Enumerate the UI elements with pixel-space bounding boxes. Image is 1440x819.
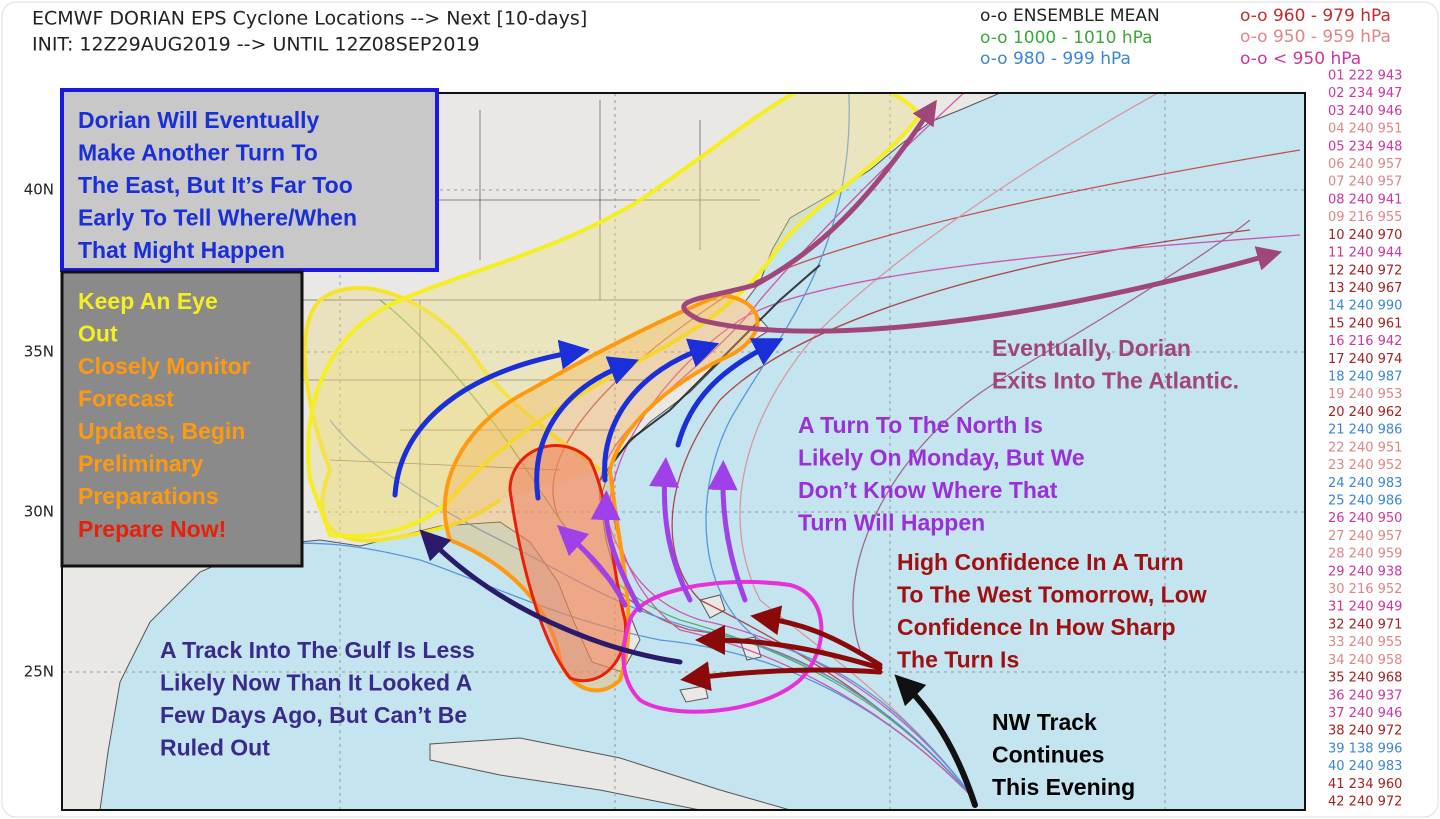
east-turn-box [60,88,439,272]
member-entry: 15 240 961 [1328,316,1402,331]
member-entry: 36 240 937 [1328,688,1402,703]
annotation-line: NW Track [992,709,1097,735]
member-entry: 27 240 957 [1328,529,1402,544]
annotation-line: Dorian Will Eventually [78,107,320,133]
member-entry: 06 240 957 [1328,157,1402,172]
annotation-line: That Might Happen [78,237,285,263]
annotations: Dorian Will Eventually Make Another Turn … [78,107,1239,800]
annotation-line: Closely Monitor [78,353,251,379]
member-entry: 30 216 952 [1328,582,1402,597]
member-entry: 18 240 987 [1328,370,1402,385]
member-entry: 05 234 948 [1328,139,1402,154]
member-entry: 32 240 971 [1328,617,1402,632]
annotation-line: Likely Now Than It Looked A [160,670,472,696]
member-entry: 09 216 955 [1328,210,1402,225]
annotation-line: Make Another Turn To [78,140,318,166]
annotation-line: Confidence In How Sharp [897,614,1176,640]
member-entry: 41 234 960 [1328,777,1402,792]
member-entry: 11 240 944 [1328,246,1402,261]
title: ECMWF DORIAN EPS Cyclone Locations --> N… [32,8,587,30]
latitude-label: 25N [24,663,54,681]
member-entry: 22 240 951 [1328,440,1402,455]
annotation-line: High Confidence In A Turn [897,549,1184,575]
annotation-line: The East, But It’s Far Too [78,172,353,198]
risk-box [60,270,304,568]
annotation-line: Few Days Ago, But Can’t Be [160,702,467,728]
legend-entry: o-o 1000 - 1010 hPa [980,28,1153,48]
legend-entry: o-o 950 - 959 hPa [1240,27,1391,47]
annotation-line: Prepare Now! [78,516,226,542]
member-entry: 42 240 972 [1328,795,1402,810]
annotation-line: Updates, Begin [78,418,245,444]
latitude-label: 40N [24,181,54,199]
member-entry: 03 240 946 [1328,104,1402,119]
latitude-labels: 40N 35N 30N 25N [24,181,54,681]
member-entry: 35 240 968 [1328,671,1402,686]
annotation-line: A Track Into The Gulf Is Less [160,637,475,663]
member-entry: 39 138 996 [1328,741,1402,756]
member-entry: 26 240 950 [1328,511,1402,526]
member-entry: 31 240 949 [1328,600,1402,615]
annotation-line: Preparations [78,483,219,509]
member-list: 01 222 943 02 234 947 03 240 946 04 240 951… [1328,69,1402,810]
member-entry: 21 240 986 [1328,423,1402,438]
annotation-line: A Turn To The North Is [798,412,1043,438]
member-entry: 34 240 958 [1328,653,1402,668]
annotation-line: Out [78,321,118,347]
legend-entry: o-o 980 - 999 hPa [980,49,1131,69]
annotation-line: The Turn Is [897,647,1019,673]
member-entry: 14 240 990 [1328,299,1402,314]
member-entry: 01 222 943 [1328,69,1402,84]
latitude-label: 35N [24,343,54,361]
member-entry: 33 240 955 [1328,635,1402,650]
annotation-line: Continues [992,742,1104,768]
member-entry: 19 240 953 [1328,387,1402,402]
subtitle: INIT: 12Z29AUG2019 --> UNTIL 12Z08SEP201… [32,34,480,56]
annotation-line: Exits Into The Atlantic. [992,368,1239,394]
member-entry: 04 240 951 [1328,122,1402,137]
annotation-line: Preliminary [78,451,203,477]
member-entry: 23 240 952 [1328,458,1402,473]
legend-entry: o-o ENSEMBLE MEAN [980,6,1160,26]
annotation-line: Eventually, Dorian [992,335,1191,361]
member-entry: 02 234 947 [1328,86,1402,101]
member-entry: 13 240 967 [1328,281,1402,296]
member-entry: 12 240 972 [1328,263,1402,278]
member-entry: 28 240 959 [1328,547,1402,562]
annotation-line: This Evening [992,774,1135,800]
annotation-line: Keep An Eye [78,288,218,314]
member-entry: 38 240 972 [1328,724,1402,739]
member-entry: 16 216 942 [1328,334,1402,349]
member-entry: 07 240 957 [1328,175,1402,190]
annotation-line: Likely On Monday, But We [798,445,1085,471]
arrows [392,99,1283,808]
legend-entry: o-o < 950 hPa [1240,49,1361,69]
legend-entry: o-o 960 - 979 hPa [1240,6,1391,26]
annotation-line: Ruled Out [160,735,270,761]
annotation-line: Forecast [78,386,174,412]
member-entry: 20 240 962 [1328,405,1402,420]
member-entry: 40 240 983 [1328,759,1402,774]
member-entry: 37 240 946 [1328,706,1402,721]
member-entry: 08 240 941 [1328,192,1402,207]
member-entry: 17 240 974 [1328,352,1402,367]
annotation-line: Early To Tell Where/When [78,205,357,231]
member-entry: 29 240 938 [1328,564,1402,579]
member-entry: 25 240 986 [1328,493,1402,508]
annotation-line: Don’t Know Where That [798,477,1058,503]
annotation-line: Turn Will Happen [798,510,985,536]
member-entry: 24 240 983 [1328,476,1402,491]
latitude-label: 30N [24,503,54,521]
annotation-line: To The West Tomorrow, Low [897,582,1207,608]
member-entry: 10 240 970 [1328,228,1402,243]
